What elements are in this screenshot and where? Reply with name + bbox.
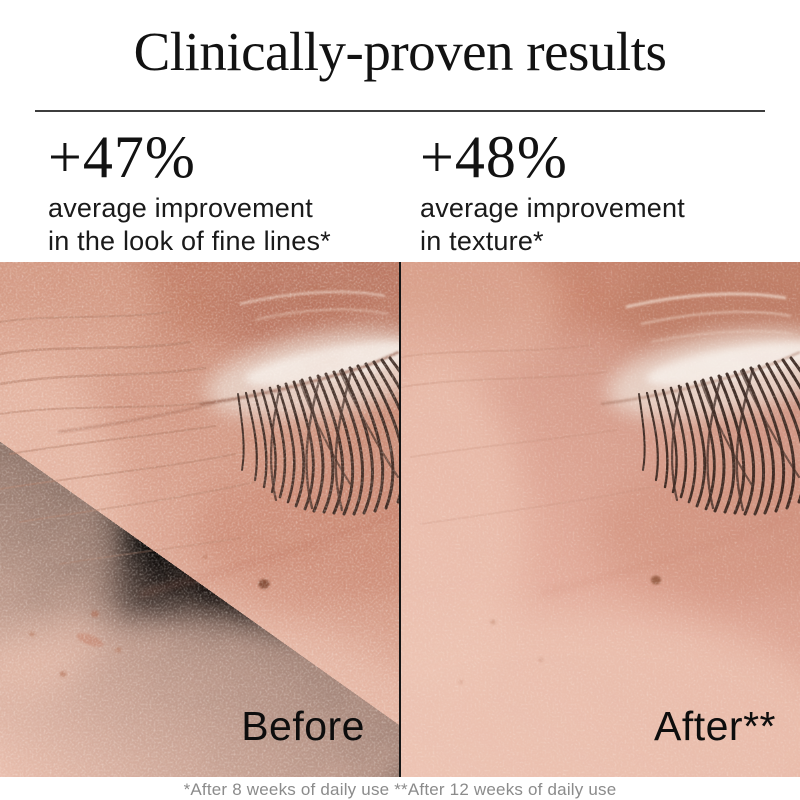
after-label: After** <box>654 703 776 749</box>
stat-value: +47% <box>48 124 196 190</box>
stats-row: +47% average improvement in the look of … <box>0 126 800 259</box>
after-photo-art <box>401 262 800 777</box>
before-photo: Before <box>0 262 399 777</box>
before-after-comparison: Before <box>0 262 800 777</box>
before-label: Before <box>241 703 365 749</box>
stat-description: average improvement in texture* <box>420 193 685 257</box>
before-photo-art <box>0 262 399 777</box>
title-divider <box>35 110 765 112</box>
stat-description: average improvement in the look of fine … <box>48 193 331 257</box>
stat-fine-lines: +47% average improvement in the look of … <box>0 126 400 259</box>
photo-divider <box>399 262 401 777</box>
after-photo: After** <box>401 262 800 777</box>
stat-texture: +48% average improvement in texture* <box>400 126 800 259</box>
stat-value: +48% <box>420 124 568 190</box>
footnote: *After 8 weeks of daily use **After 12 w… <box>183 780 617 799</box>
page-title: Clinically-proven results <box>133 21 667 82</box>
